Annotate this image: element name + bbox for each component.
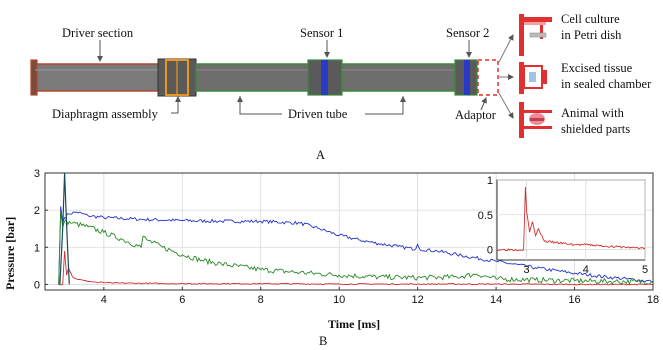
sealed-chamber-fixture <box>519 62 547 94</box>
sensor1-label: Sensor 1 <box>300 26 343 40</box>
sensor2-marker <box>464 60 470 95</box>
inset-x-tick-label: 4 <box>583 264 589 276</box>
series-line-1 <box>58 206 654 285</box>
inset-y-tick-label: 0.5 <box>478 210 493 222</box>
inset-x-tick-label: 5 <box>642 264 648 276</box>
driven-tube-segment-2 <box>341 63 456 92</box>
driven-tube-segment-1 <box>195 63 309 92</box>
x-tick-label: 8 <box>258 294 264 306</box>
animal-label-line1: Animal with <box>561 106 625 120</box>
y-tick-label: 0 <box>34 279 40 291</box>
x-tick-label: 12 <box>412 294 424 306</box>
x-tick-label: 14 <box>490 294 502 306</box>
diaphragm-assembly-label: Diaphragm assembly <box>52 107 159 121</box>
sensor2-label: Sensor 2 <box>446 26 489 40</box>
adaptor-label: Adaptor <box>455 108 497 122</box>
shock-tube-diagram: Driver section Diaphragm assembly Sensor… <box>30 12 652 162</box>
series-line-4 <box>59 172 70 285</box>
x-tick-label: 6 <box>179 294 185 306</box>
y-tick-label: 2 <box>34 205 40 217</box>
inset-x-tick-label: 3 <box>524 264 530 276</box>
cell-culture-label-line1: Cell culture <box>561 12 620 26</box>
y-tick-label: 3 <box>34 168 40 180</box>
series-line-2 <box>58 211 654 286</box>
plot-frame <box>44 172 654 291</box>
panel-a-label: A <box>316 148 325 162</box>
inset-y-tick-label: 0 <box>487 245 493 257</box>
animal-holder-fixture <box>519 102 552 138</box>
excised-tissue-label-line1: Excised tissue <box>561 61 633 75</box>
x-tick-label: 16 <box>568 294 580 306</box>
x-tick-label: 10 <box>333 294 345 306</box>
driver-end-cap <box>30 59 38 96</box>
driver-section-tube <box>34 63 164 92</box>
inset-frame <box>496 179 646 261</box>
inset-series-line <box>496 186 646 252</box>
driven-tube-label: Driven tube <box>288 107 348 121</box>
x-tick-label: 18 <box>647 294 659 306</box>
excised-tissue-label-line2: in sealed chamber <box>561 77 652 91</box>
inset-chart: 3 4 5 0 0.5 1 <box>478 175 648 276</box>
adaptor <box>477 59 499 96</box>
series-line-3 <box>58 250 654 286</box>
petri-dish-fixture <box>519 14 552 56</box>
cell-culture-label-line2: in Petri dish <box>561 28 622 42</box>
y-tick-label: 1 <box>34 242 40 254</box>
panel-b-label: B <box>319 334 327 348</box>
y-axis-label: Pressure [bar] <box>3 217 17 290</box>
x-tick-label: 4 <box>101 294 107 306</box>
animal-label-line2: shielded parts <box>561 122 630 136</box>
driver-section-label: Driver section <box>62 26 134 40</box>
x-axis-label: Time [ms] <box>328 317 380 331</box>
sensor1-marker <box>321 60 328 95</box>
inset-y-tick-label: 1 <box>487 175 493 187</box>
